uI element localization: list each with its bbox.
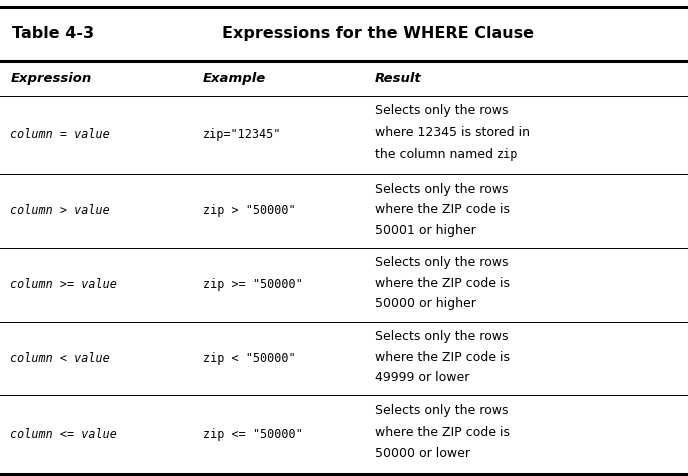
Text: Example: Example [203,72,266,85]
Text: column = value: column = value [10,129,110,141]
Text: zip="12345": zip="12345" [203,129,281,141]
Text: column >= value: column >= value [10,278,117,291]
Text: 50000 or higher: 50000 or higher [375,298,476,310]
Text: Selects only the rows: Selects only the rows [375,404,508,417]
Text: 50000 or lower: 50000 or lower [375,447,470,460]
Text: Selects only the rows: Selects only the rows [375,330,508,343]
Text: zip >= "50000": zip >= "50000" [203,278,303,291]
Text: column < value: column < value [10,352,110,365]
Text: zip: zip [497,148,518,161]
Text: column > value: column > value [10,205,110,218]
Text: Expression: Expression [10,72,92,85]
Text: column <= value: column <= value [10,428,117,441]
Text: Selects only the rows: Selects only the rows [375,257,508,269]
Text: Selects only the rows: Selects only the rows [375,104,508,118]
Text: where the ZIP code is: where the ZIP code is [375,277,510,290]
Text: zip > "50000": zip > "50000" [203,205,296,218]
Text: the column named: the column named [375,148,497,161]
Text: zip < "50000": zip < "50000" [203,352,296,365]
Text: Table 4-3: Table 4-3 [12,27,94,41]
Text: 49999 or lower: 49999 or lower [375,371,469,384]
Text: where 12345 is stored in: where 12345 is stored in [375,126,530,139]
Text: zip <= "50000": zip <= "50000" [203,428,303,441]
Text: where the ZIP code is: where the ZIP code is [375,351,510,364]
Text: where the ZIP code is: where the ZIP code is [375,426,510,438]
Text: 50001 or higher: 50001 or higher [375,224,475,237]
Text: Expressions for the WHERE Clause: Expressions for the WHERE Clause [222,27,535,41]
Text: Selects only the rows: Selects only the rows [375,183,508,196]
Text: where the ZIP code is: where the ZIP code is [375,203,510,216]
Text: Result: Result [375,72,422,85]
